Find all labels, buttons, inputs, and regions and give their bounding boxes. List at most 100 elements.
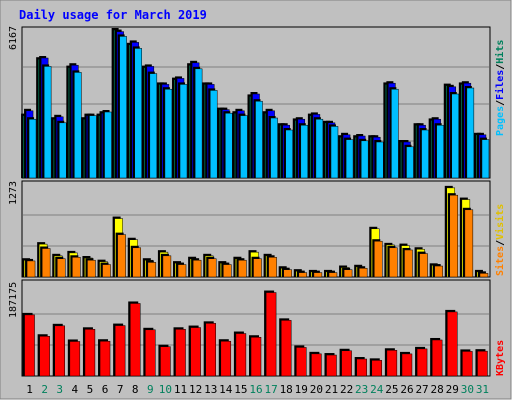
x-tick-label: 17 [264, 383, 277, 396]
bar-pages [270, 117, 278, 179]
x-tick-label: 7 [117, 383, 124, 396]
bar-kbytes [69, 341, 81, 377]
bar-pages [43, 66, 52, 179]
bar-pages [194, 68, 203, 179]
x-tick-label: 12 [189, 383, 202, 396]
bar-kbytes [145, 329, 156, 377]
bar-kbytes [447, 311, 458, 377]
legend-pages: Pages [495, 106, 506, 136]
x-tick-label: 19 [295, 383, 308, 396]
bar-pages [315, 118, 324, 179]
bar-sites [479, 273, 489, 278]
bar-kbytes [190, 327, 201, 377]
y-max-label-middle: 1273 [8, 181, 19, 205]
bar-sites [117, 234, 126, 278]
bar-pages [466, 87, 475, 179]
legend-sites: Sites [494, 246, 506, 276]
bar-kbytes [205, 323, 216, 377]
bar-kbytes [401, 353, 413, 377]
x-tick-label: 20 [310, 383, 323, 396]
y-max-label-bottom: 187175 [8, 282, 19, 318]
x-tick-label: 6 [102, 383, 109, 396]
bar-sites [313, 272, 323, 278]
bar-pages [376, 141, 384, 179]
x-tick-label: 5 [87, 383, 94, 396]
bar-kbytes [99, 340, 111, 377]
x-tick-label: 22 [340, 383, 353, 396]
x-tick-label: 27 [415, 383, 428, 396]
bar-kbytes [326, 354, 337, 377]
bar-pages [209, 90, 218, 179]
bar-pages [58, 122, 67, 179]
bar-kbytes [280, 320, 292, 377]
bar-kbytes [416, 348, 428, 377]
bar-pages [285, 129, 293, 179]
bar-sites [238, 259, 247, 278]
x-tick-label: 2 [41, 383, 48, 396]
bar-kbytes [24, 314, 35, 377]
bar-pages [179, 84, 188, 179]
bar-kbytes [250, 336, 262, 377]
bar-pages [149, 73, 158, 179]
bar-pages [436, 124, 444, 179]
bar-kbytes [114, 325, 126, 377]
bar-kbytes [175, 329, 186, 377]
x-tick-label: 23 [355, 383, 368, 396]
bar-pages [406, 146, 414, 179]
svg-text:Sites/Visits: Sites/Visits [494, 204, 506, 276]
bar-sites [404, 249, 413, 278]
bar-sites [87, 259, 96, 278]
bar-sites [192, 259, 202, 278]
bar-kbytes [296, 347, 307, 377]
legend-visits: Visits [494, 204, 506, 240]
bar-kbytes [341, 350, 352, 377]
x-tick-label: 16 [249, 383, 262, 396]
legend-separator: / [495, 100, 506, 106]
bar-sites [207, 258, 217, 278]
bar-sites [162, 255, 172, 278]
bar-kbytes [356, 358, 367, 377]
bar-pages [164, 88, 173, 179]
y-max-label-top: 6167 [8, 26, 19, 50]
bar-pages [240, 115, 248, 179]
bar-sites [419, 253, 428, 278]
legend-separator: / [495, 64, 506, 70]
x-tick-label: 21 [325, 383, 338, 396]
bar-pages [391, 88, 399, 179]
x-tick-label: 10 [159, 383, 172, 396]
bar-pages [481, 139, 490, 179]
bar-sites [132, 247, 141, 278]
legend-separator: / [495, 240, 506, 246]
bar-pages [255, 100, 263, 179]
bar-sites [283, 269, 292, 278]
x-tick-label: 31 [476, 383, 489, 396]
legend-files: Files [494, 70, 506, 100]
bar-kbytes [386, 350, 398, 377]
bar-sites [343, 269, 353, 278]
bar-pages [360, 140, 369, 179]
bar-pages [28, 118, 37, 179]
bar-pages [104, 111, 112, 179]
x-tick-label: 1 [26, 383, 33, 396]
x-tick-label: 9 [147, 383, 154, 396]
bar-kbytes [220, 340, 232, 377]
bar-sites [223, 264, 232, 278]
svg-text:Pages/Files/Hits: Pages/Files/Hits [494, 40, 506, 136]
bar-kbytes [431, 339, 443, 377]
bar-pages [134, 48, 142, 179]
x-tick-label: 3 [56, 383, 63, 396]
bar-kbytes [265, 292, 277, 377]
bar-sites [434, 265, 443, 278]
bar-sites [147, 262, 157, 278]
bar-sites [268, 257, 277, 278]
bar-sites [389, 247, 398, 278]
x-tick-label: 14 [219, 383, 233, 396]
bar-sites [298, 272, 308, 278]
x-tick-label: 15 [234, 383, 247, 396]
x-tick-label: 11 [174, 383, 187, 396]
bar-sites [72, 257, 81, 278]
bar-sites [328, 272, 338, 278]
chart-title: Daily usage for March 2019 [19, 8, 207, 22]
x-tick-label: 26 [400, 383, 413, 396]
